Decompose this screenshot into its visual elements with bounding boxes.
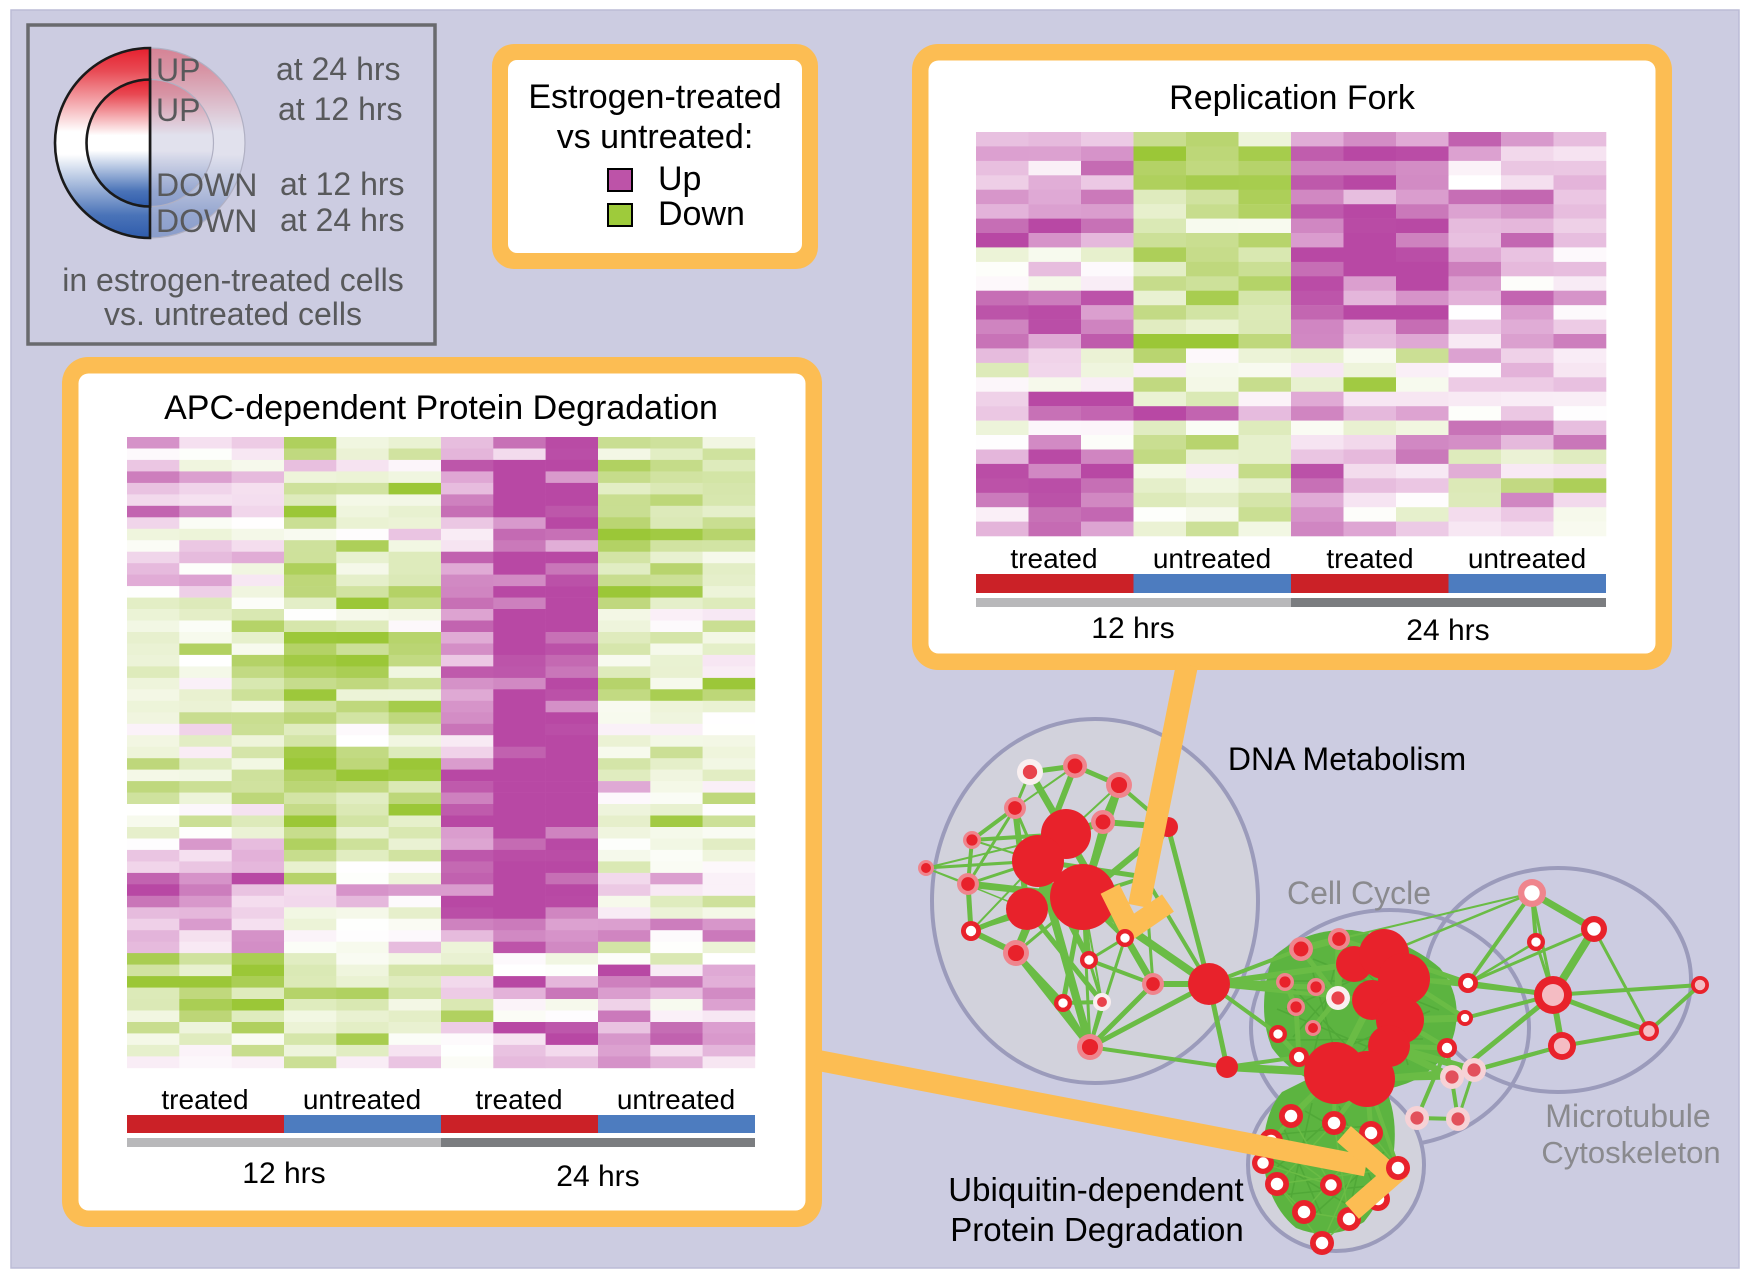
svg-text:12 hrs: 12 hrs <box>1091 612 1174 645</box>
svg-text:12 hrs: 12 hrs <box>242 1157 325 1190</box>
svg-text:at 24 hrs: at 24 hrs <box>280 202 405 238</box>
svg-text:untreated: untreated <box>303 1084 421 1115</box>
svg-text:Up: Up <box>658 160 701 198</box>
svg-text:UP: UP <box>156 52 200 88</box>
svg-text:DOWN: DOWN <box>156 203 257 239</box>
svg-text:treated: treated <box>1010 543 1097 574</box>
svg-text:24 hrs: 24 hrs <box>1406 614 1489 647</box>
svg-text:Estrogen-treated: Estrogen-treated <box>528 78 781 116</box>
svg-text:at 12 hrs: at 12 hrs <box>278 91 403 127</box>
svg-text:Down: Down <box>658 195 745 233</box>
svg-text:Cytoskeleton: Cytoskeleton <box>1541 1135 1720 1170</box>
svg-text:Ubiquitin-dependent: Ubiquitin-dependent <box>948 1171 1243 1208</box>
svg-text:untreated: untreated <box>1153 543 1271 574</box>
svg-text:APC-dependent Protein Degradat: APC-dependent Protein Degradation <box>164 389 718 427</box>
svg-text:vs. untreated cells: vs. untreated cells <box>104 296 362 332</box>
svg-text:vs untreated:: vs untreated: <box>557 118 754 156</box>
svg-text:at 24 hrs: at 24 hrs <box>276 51 401 87</box>
svg-text:UP: UP <box>156 92 200 128</box>
svg-text:Replication Fork: Replication Fork <box>1169 79 1416 117</box>
svg-text:at 12 hrs: at 12 hrs <box>280 166 405 202</box>
svg-text:24 hrs: 24 hrs <box>556 1160 639 1193</box>
svg-text:untreated: untreated <box>1468 543 1586 574</box>
svg-text:untreated: untreated <box>617 1084 735 1115</box>
svg-text:treated: treated <box>161 1084 248 1115</box>
svg-text:Microtubule: Microtubule <box>1545 1098 1710 1134</box>
svg-text:treated: treated <box>475 1084 562 1115</box>
svg-text:treated: treated <box>1326 543 1413 574</box>
svg-text:DOWN: DOWN <box>156 167 257 203</box>
svg-text:in estrogen-treated cells: in estrogen-treated cells <box>62 262 404 298</box>
svg-text:Cell Cycle: Cell Cycle <box>1287 875 1431 911</box>
svg-text:Protein Degradation: Protein Degradation <box>950 1211 1244 1248</box>
svg-text:DNA Metabolism: DNA Metabolism <box>1228 741 1466 777</box>
